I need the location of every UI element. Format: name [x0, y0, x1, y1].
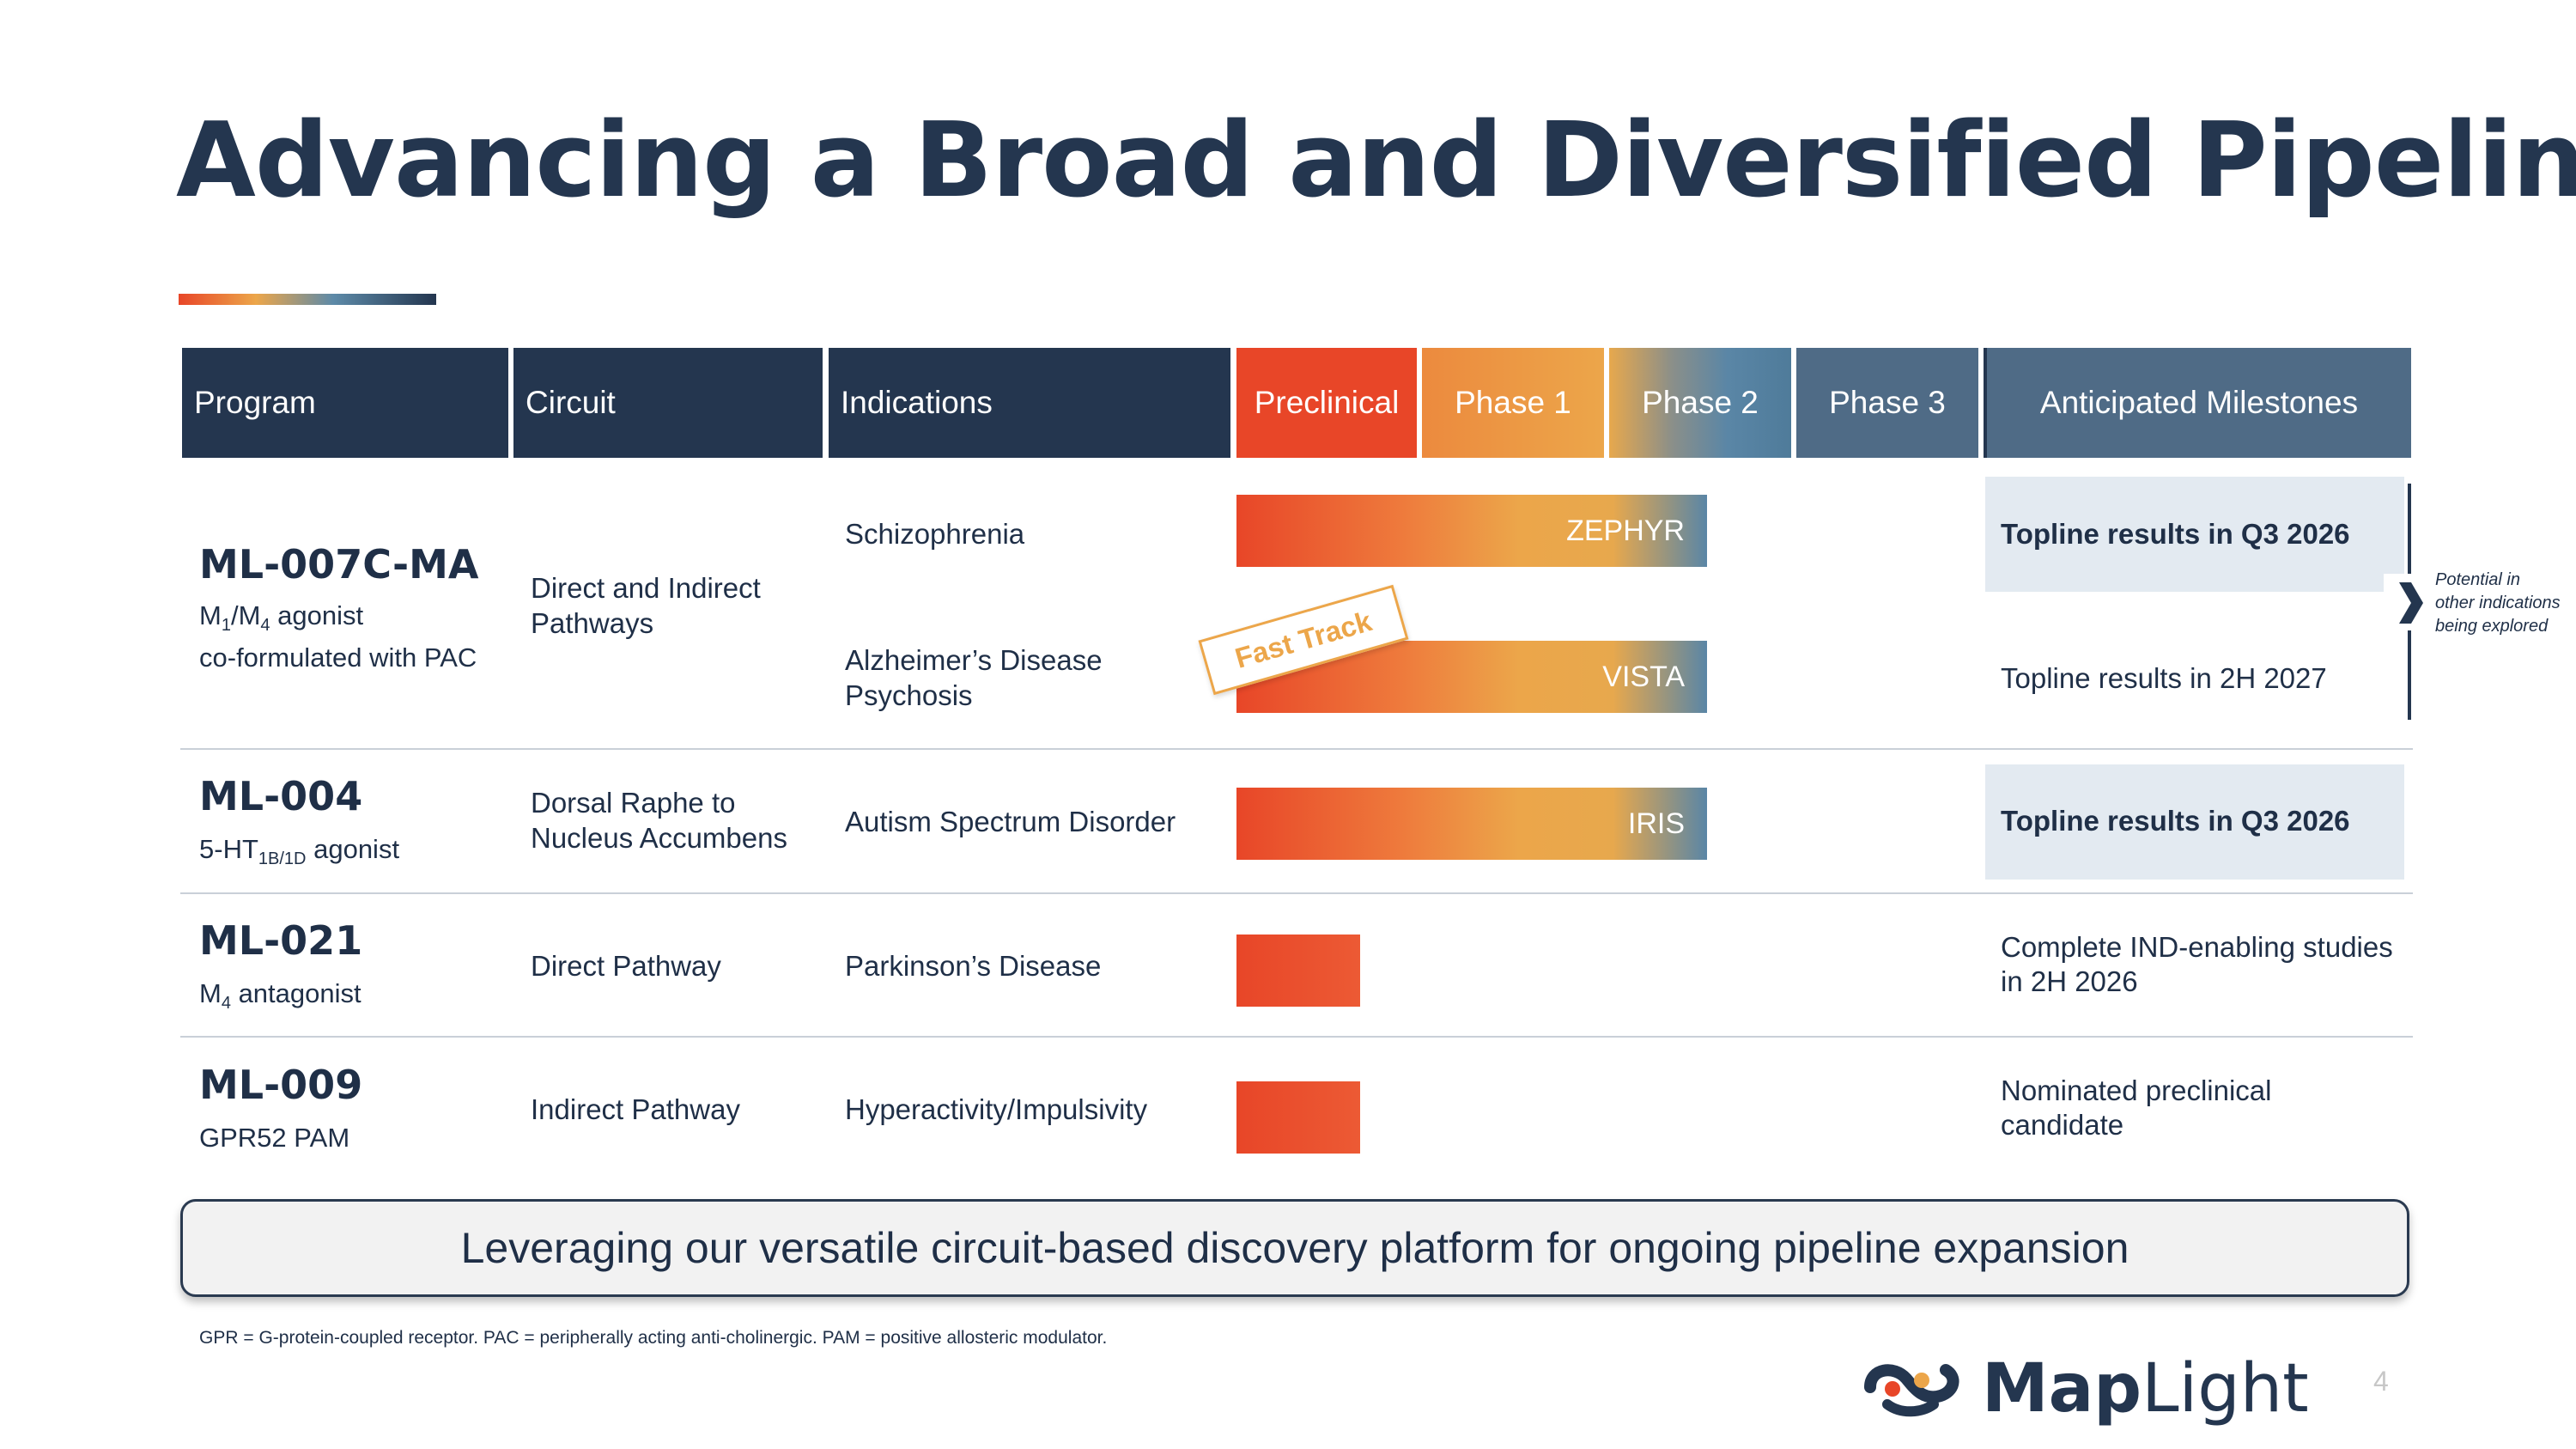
program-mechanism-line2: co-formulated with PAC	[199, 642, 477, 673]
program-name: ML-007C-MA	[199, 541, 479, 588]
maplight-logo-text: MapLight	[1982, 1350, 2309, 1428]
pipeline-bar-ml-021	[1236, 935, 1360, 1007]
indication-line: Alzheimer’s Disease	[845, 644, 1103, 676]
side-note: Potential in other indications being exp…	[2435, 569, 2561, 638]
circuit-line: Pathways	[531, 607, 654, 639]
milestone-highlight	[1985, 477, 2404, 592]
header-milestones: Anticipated Milestones	[1984, 348, 2411, 458]
row-divider	[180, 748, 2413, 750]
indication-schizophrenia: Schizophrenia	[845, 518, 1025, 550]
program-ml-009: ML-009 GPR52 PAM	[199, 1062, 362, 1154]
page-number: 4	[2373, 1366, 2389, 1397]
circuit-line: Nucleus Accumbens	[531, 822, 787, 854]
indication-autism: Autism Spectrum Disorder	[845, 806, 1176, 837]
program-ml-021: ML-021 M4 antagonist	[199, 917, 362, 1020]
header-phase-2: Phase 2	[1609, 348, 1791, 458]
header-preclinical: Preclinical	[1236, 348, 1417, 458]
milestone-ml-021: Complete IND-enabling studies in 2H 2026	[2001, 930, 2393, 999]
milestone-iris: Topline results in Q3 2026	[2001, 805, 2350, 837]
page-title: Advancing a Broad and Diversified Pipeli…	[176, 101, 2576, 221]
program-ml-004: ML-004 5-HT1B/1D agonist	[199, 773, 399, 875]
maplight-logo-icon	[1864, 1364, 1959, 1417]
milestone-zephyr: Topline results in Q3 2026	[2001, 518, 2350, 550]
circuit-cell: Direct and Indirect Pathways	[531, 570, 761, 641]
milestone-line: candidate	[2001, 1109, 2124, 1141]
milestone-vista: Topline results in 2H 2027	[2001, 662, 2327, 694]
indication-alzheimers-psychosis: Alzheimer’s Disease Psychosis	[845, 642, 1103, 713]
header-indications: Indications	[829, 348, 1230, 458]
program-name: ML-009	[199, 1062, 363, 1108]
indication-hyperactivity: Hyperactivity/Impulsivity	[845, 1093, 1148, 1125]
circuit-cell: Dorsal Raphe to Nucleus Accumbens	[531, 785, 787, 855]
footnote: GPR = G-protein-coupled receptor. PAC = …	[199, 1328, 1108, 1348]
header-program: Program	[182, 348, 508, 458]
side-note-line: being explored	[2435, 617, 2549, 636]
circuit-cell: Direct Pathway	[531, 950, 721, 982]
pipeline-bar-iris: IRIS	[1236, 788, 1707, 860]
milestone-ml-009: Nominated preclinical candidate	[2001, 1074, 2271, 1142]
circuit-line: Dorsal Raphe to	[531, 787, 736, 819]
milestone-line: in 2H 2026	[2001, 965, 2138, 997]
header-phase-1: Phase 1	[1422, 348, 1604, 458]
milestone-line: Complete IND-enabling studies	[2001, 931, 2393, 963]
program-mechanism: M4 antagonist	[199, 978, 361, 1014]
circuit-line: Direct and Indirect	[531, 572, 761, 604]
circuit-cell: Indirect Pathway	[531, 1093, 740, 1125]
side-note-line: Potential in	[2435, 570, 2520, 589]
pipeline-bar-ml-009	[1236, 1081, 1360, 1154]
program-mechanism: 5-HT1B/1D agonist	[199, 834, 400, 869]
title-accent-line	[179, 294, 436, 305]
row-divider	[180, 1036, 2413, 1038]
header-circuit: Circuit	[513, 348, 823, 458]
milestone-highlight	[1985, 764, 2404, 880]
program-name: ML-021	[199, 917, 363, 964]
chevron-right-icon	[2399, 582, 2423, 624]
platform-banner: Leveraging our versatile circuit-based d…	[180, 1199, 2409, 1297]
pipeline-bar-zephyr: ZEPHYR	[1236, 495, 1707, 567]
program-name: ML-004	[199, 773, 363, 819]
indication-line: Psychosis	[845, 679, 973, 711]
program-ml-007c-ma: ML-007C-MA M1/M4 agonist co-formulated w…	[199, 541, 478, 674]
side-note-line: other indications	[2435, 594, 2561, 612]
program-mechanism: M1/M4 agonist	[199, 600, 364, 636]
indication-parkinsons: Parkinson’s Disease	[845, 950, 1102, 982]
header-phase-3: Phase 3	[1796, 348, 1978, 458]
row-divider	[180, 892, 2413, 894]
milestone-line: Nominated preclinical	[2001, 1075, 2272, 1106]
program-mechanism: GPR52 PAM	[199, 1123, 350, 1153]
